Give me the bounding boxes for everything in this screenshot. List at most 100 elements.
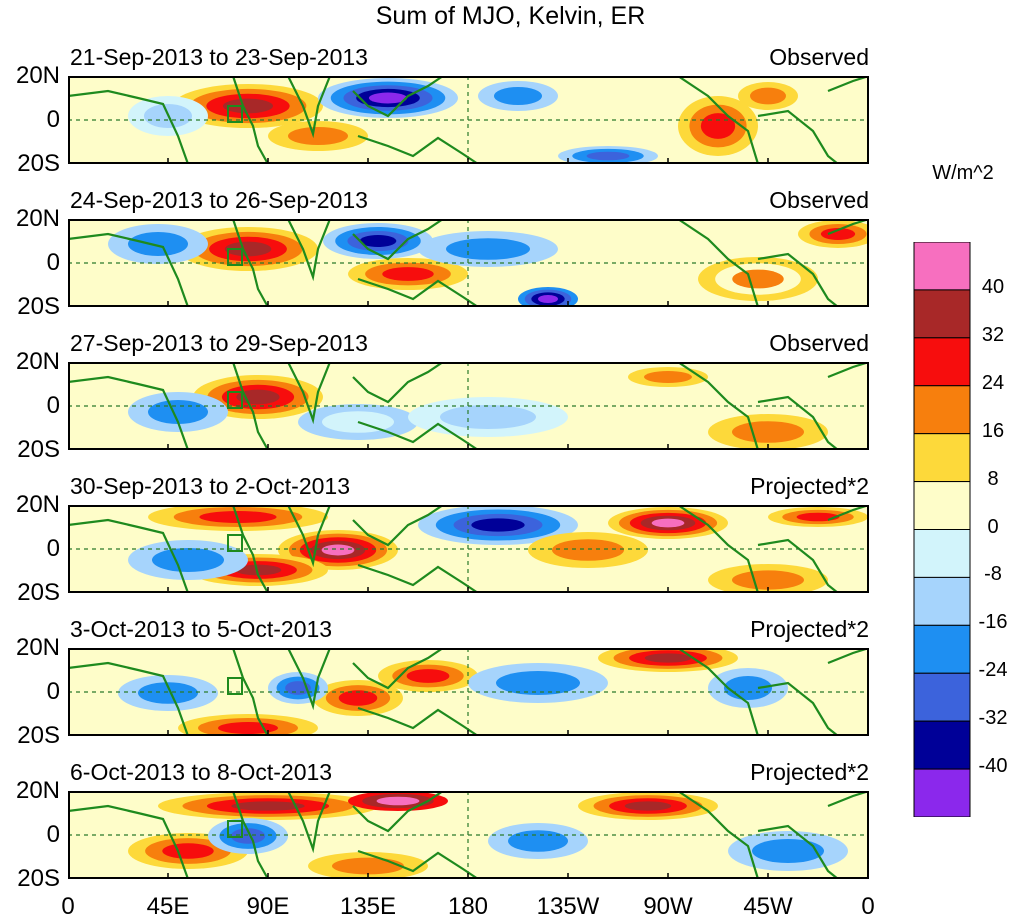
anomaly-contour <box>651 518 685 528</box>
coastline <box>757 681 839 736</box>
map-panel <box>68 505 869 593</box>
longitude-label: 180 <box>447 893 489 920</box>
region-box <box>227 677 243 695</box>
region-box <box>227 534 243 552</box>
coastline <box>231 505 269 593</box>
coastline <box>357 706 479 736</box>
colorbar <box>913 242 971 817</box>
latitude-label: 0 <box>46 678 60 705</box>
latitude-label: 20S <box>17 722 60 749</box>
anomaly-contour <box>359 235 397 247</box>
coastline <box>352 76 444 118</box>
colorbar-swatch <box>913 289 971 339</box>
anomaly-contour <box>224 241 272 257</box>
panel-date-range: 6-Oct-2013 to 8-Oct-2013 <box>70 759 333 785</box>
map-panel <box>68 791 869 879</box>
colorbar-tick-label: -40 <box>978 755 1008 778</box>
map-panel <box>68 648 869 736</box>
latitude-label: 20S <box>17 579 60 606</box>
coastline <box>352 362 444 404</box>
coastline <box>68 232 190 307</box>
latitude-label: 0 <box>46 106 60 133</box>
anomaly-contour <box>382 267 434 281</box>
region-box <box>227 105 243 123</box>
anomaly-contour <box>732 570 804 590</box>
map-panel <box>68 219 869 307</box>
coastline <box>357 563 479 593</box>
coastline <box>357 849 479 879</box>
anomaly-contour <box>538 295 558 303</box>
latitude-label: 20S <box>17 150 60 177</box>
coastline <box>757 395 839 450</box>
anomaly-contour <box>368 92 408 104</box>
anomaly-contour <box>162 843 214 859</box>
longitude-label: 45E <box>146 893 190 920</box>
coastline <box>352 219 444 261</box>
coastline <box>287 791 332 854</box>
panel-date-range: 21-Sep-2013 to 23-Sep-2013 <box>70 44 368 70</box>
panel-label: Observed <box>769 187 869 213</box>
coastline <box>231 219 269 307</box>
coastline <box>757 824 839 879</box>
region-box <box>227 820 243 838</box>
latitude-label: 20N <box>15 62 60 89</box>
coastline <box>287 76 332 139</box>
colorbar-tick-label: -24 <box>978 659 1008 682</box>
anomaly-contour <box>230 828 266 844</box>
panel-label: Observed <box>769 44 869 70</box>
colorbar-swatch <box>913 672 971 722</box>
coastline <box>352 791 444 833</box>
anomaly-contour <box>724 676 772 700</box>
anomaly-contour <box>752 839 824 863</box>
coastline <box>677 791 760 879</box>
region-box <box>227 248 243 266</box>
coastline <box>287 219 332 282</box>
anomaly-contour <box>446 238 530 260</box>
colorbar-swatch <box>913 624 971 674</box>
coastline <box>68 661 190 736</box>
coastline <box>357 277 479 307</box>
coastline <box>231 648 269 736</box>
anomaly-contour <box>321 544 355 556</box>
anomaly-contour <box>624 801 672 811</box>
coastline <box>677 505 760 593</box>
anomaly-contour <box>440 405 536 429</box>
anomaly-contour <box>732 421 804 443</box>
anomaly-contour <box>223 98 273 114</box>
latitude-label: 20S <box>17 293 60 320</box>
latitude-label: 0 <box>46 535 60 562</box>
panel-label: Observed <box>769 330 869 356</box>
coastline <box>231 791 269 879</box>
anomaly-contour <box>750 87 786 105</box>
panel-label: Projected*2 <box>750 616 869 642</box>
anomaly-contour <box>376 796 420 806</box>
longitude-label: 135E <box>339 893 397 920</box>
coastline <box>677 362 760 450</box>
anomaly-contour <box>148 400 208 424</box>
colorbar-swatch <box>913 385 971 435</box>
coastline <box>231 76 269 164</box>
coastline <box>68 375 190 450</box>
longitude-label: 90E <box>246 893 290 920</box>
coastline <box>352 648 444 690</box>
anomaly-contour <box>494 87 542 105</box>
latitude-label: 20N <box>15 205 60 232</box>
colorbar-swatch <box>913 337 971 387</box>
colorbar-tick-label: -8 <box>984 563 1002 586</box>
colorbar-tick-label: 8 <box>987 467 999 490</box>
coastline <box>287 505 332 568</box>
colorbar-swatch <box>913 481 971 530</box>
colorbar-swatch <box>913 242 971 291</box>
colorbar-tick-label: 40 <box>981 275 1005 298</box>
map-panel <box>68 362 869 450</box>
coastline <box>757 538 839 593</box>
anomaly-contour <box>218 722 278 734</box>
coastline <box>287 648 332 711</box>
longitude-label: 0 <box>61 893 75 920</box>
anomaly-contour <box>644 653 692 663</box>
anomaly-contour <box>152 548 224 572</box>
colorbar-swatch <box>913 433 971 483</box>
anomaly-contour <box>644 371 692 383</box>
anomaly-contour <box>471 518 525 532</box>
figure-title: Sum of MJO, Kelvin, ER <box>375 2 646 30</box>
